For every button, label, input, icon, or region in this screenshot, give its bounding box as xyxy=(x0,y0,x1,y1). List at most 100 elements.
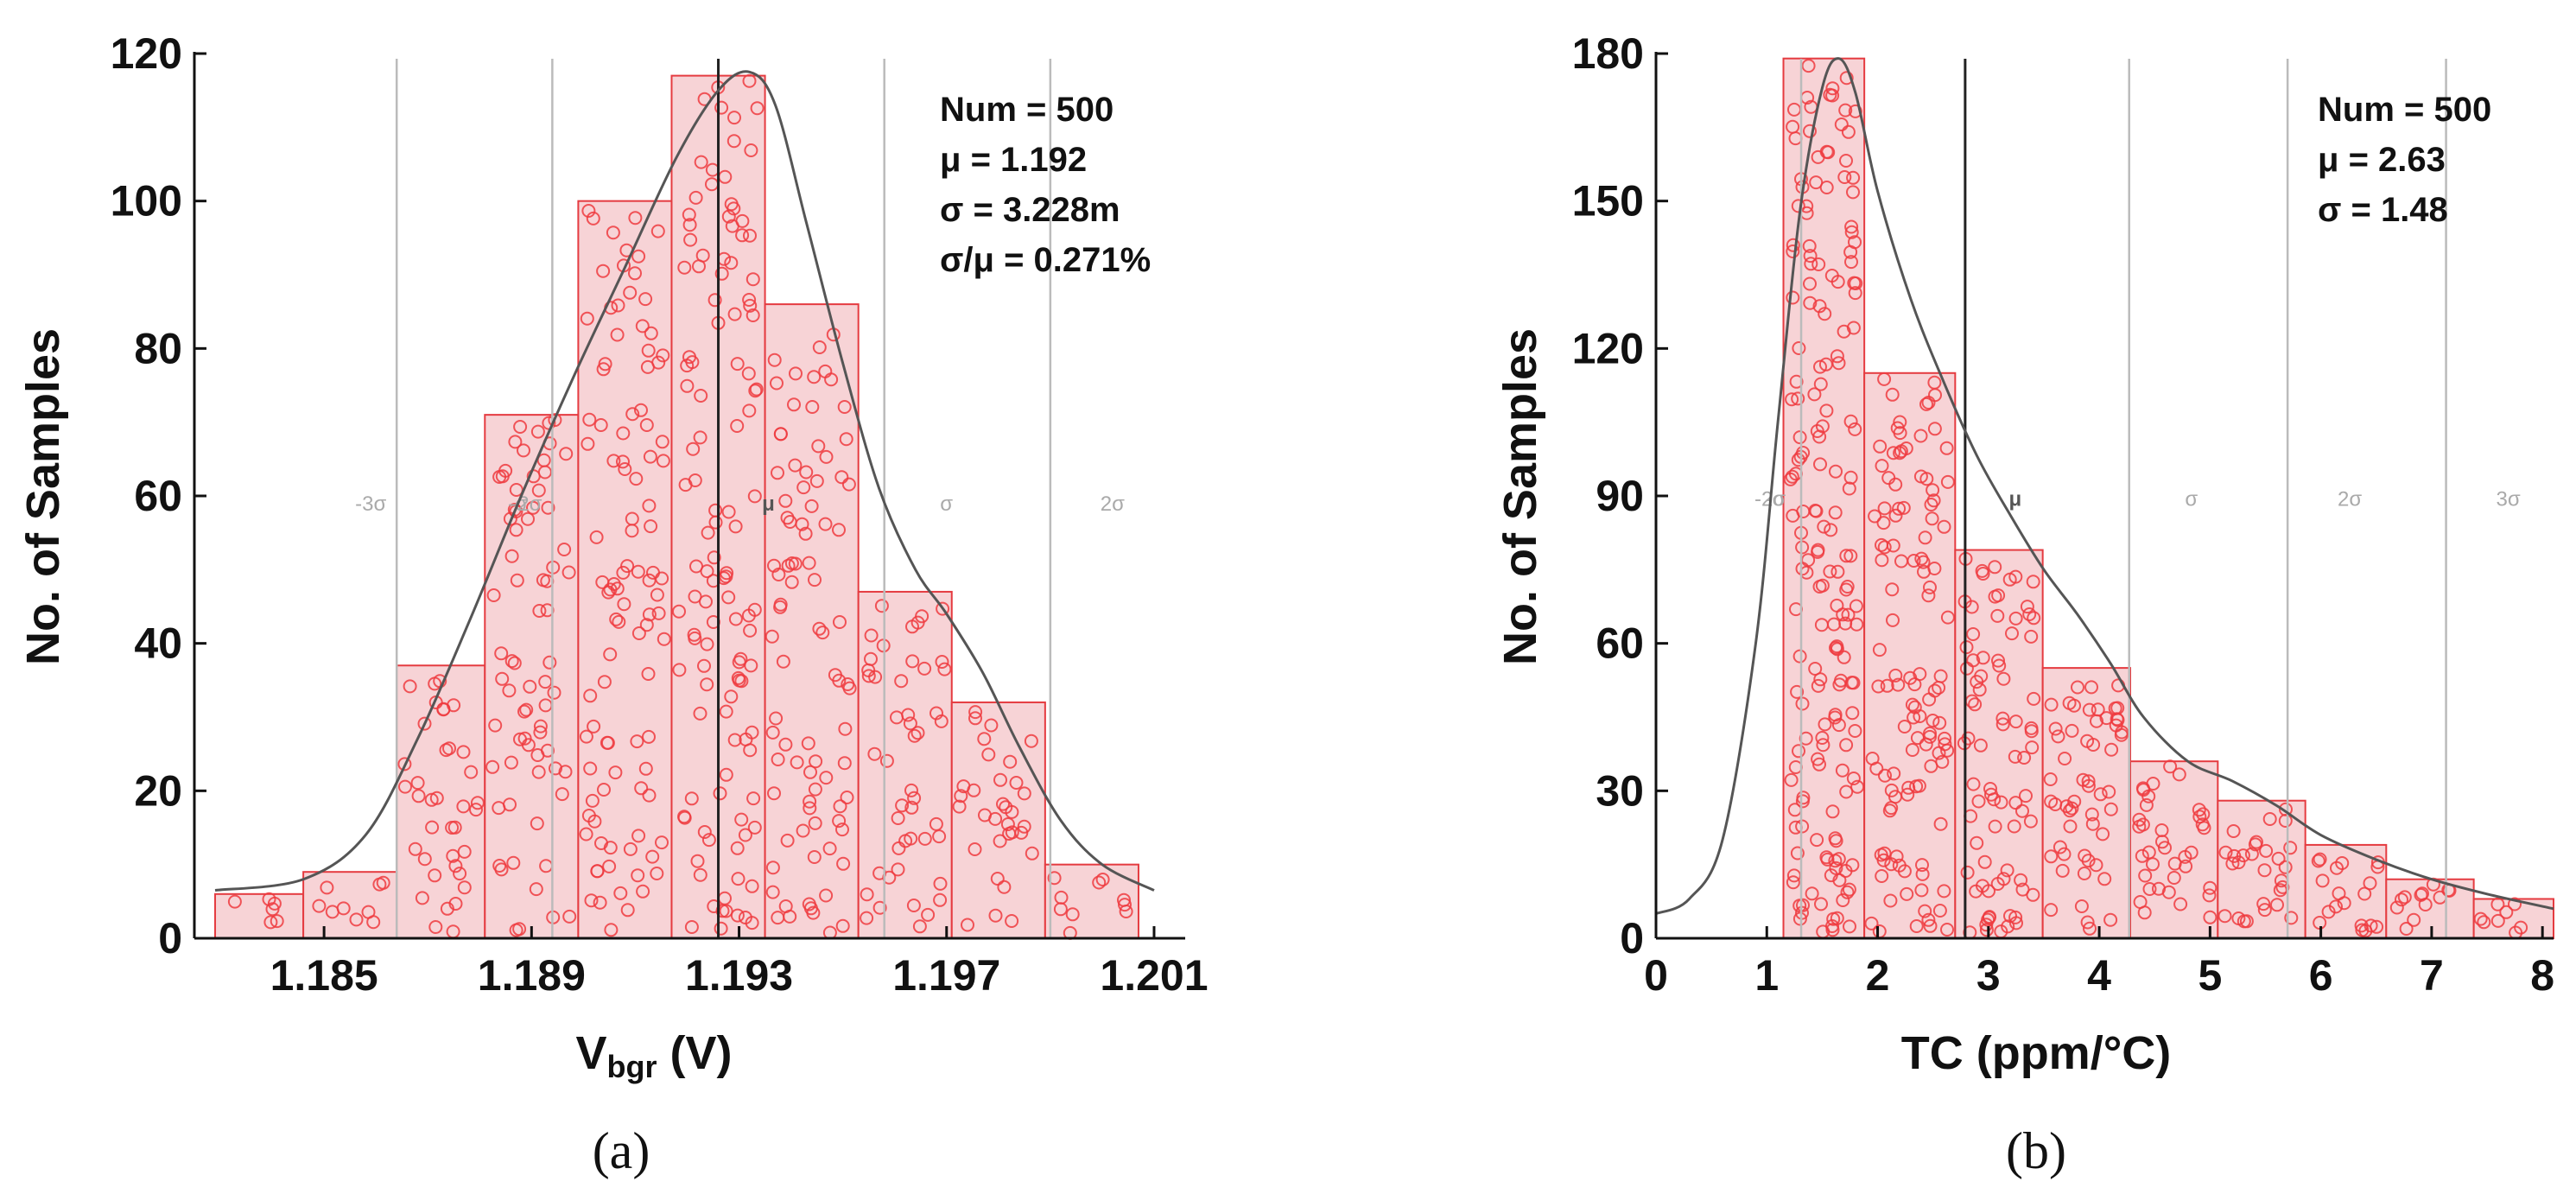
panel-a-sample-point xyxy=(744,143,758,157)
panel-b-sample-point xyxy=(1893,426,1907,441)
panel-b-sample-point xyxy=(2071,680,2084,695)
panel-a-sample-point xyxy=(586,211,600,225)
panel-b-sample-point xyxy=(1828,505,1843,520)
panel-b-sample-point xyxy=(2055,863,2070,878)
panel-a-sample-point xyxy=(408,842,422,856)
panel-b-sample-point xyxy=(1875,869,1889,883)
panel-b-sample-point xyxy=(2248,837,2262,852)
panel-b-sample-point xyxy=(2499,905,2514,919)
panel-b-sample-point xyxy=(2015,803,2029,818)
panel-a-sample-point xyxy=(742,403,757,418)
panel-b-sample-point xyxy=(1899,441,1913,455)
panel-b-sample-point xyxy=(2044,794,2059,809)
panel-a-sample-point xyxy=(730,841,745,855)
panel-b-sample-point xyxy=(2271,851,2286,866)
panel-a-sample-point xyxy=(683,232,698,247)
panel-a-sample-point xyxy=(583,689,598,703)
panel-a-x-axis-label-unit: (V) xyxy=(657,1027,733,1079)
panel-a-sample-point xyxy=(593,418,608,432)
panel-a-stat-line-2: σ = 3.228m xyxy=(940,191,1120,229)
panel-a-sample-point xyxy=(744,658,758,673)
panel-b-sample-point xyxy=(2163,759,2178,774)
panel-a-sample-point xyxy=(613,886,628,900)
panel-b-sample-point xyxy=(1846,185,1860,200)
panel-b-sample-point xyxy=(1813,672,1828,687)
panel-b-sample-point xyxy=(2167,871,2181,885)
panel-b-sample-point xyxy=(1789,374,1804,389)
panel-a-sample-point xyxy=(644,326,658,340)
panel-b-sample-point xyxy=(1792,744,1805,759)
panel-b-sample-point xyxy=(1813,377,1828,391)
panel-a-sample-point xyxy=(651,606,666,620)
panel-a-sample-point xyxy=(508,435,523,449)
panel-b-sample-point xyxy=(1841,607,1856,622)
panel-b-sample-point xyxy=(1818,307,1832,321)
panel-b-sample-point xyxy=(2008,611,2023,626)
panel-b-sample-point xyxy=(1926,714,1940,727)
panel-a-sample-point xyxy=(999,800,1013,815)
panel-b-axes: 0 30 60 90 120 150 180 0 1 2 3 4 5 6 7 8 xyxy=(1572,29,2555,1000)
panel-a-sample-point xyxy=(708,503,723,518)
panel-a-sample-point xyxy=(694,389,708,403)
panel-b-sample-point xyxy=(1808,504,1823,518)
panel-a-sample-point xyxy=(765,885,780,899)
panel-a-sample-point xyxy=(457,844,472,859)
panel-b-sample-markers xyxy=(1783,59,2528,940)
panel-a-sample-point xyxy=(734,812,749,827)
panel-b-sample-point xyxy=(2275,880,2290,894)
panel-b-sample-point xyxy=(1839,738,1854,753)
panel-b-sample-point xyxy=(1848,104,1862,118)
panel-a-sample-point xyxy=(741,366,756,381)
panel-b-sample-point xyxy=(2103,912,2118,927)
panel-b-sample-point xyxy=(2244,847,2259,861)
panel-a-sample-point xyxy=(815,626,830,640)
panel-a-sample-point xyxy=(968,842,982,856)
panel-b-sample-point xyxy=(1932,746,1946,760)
panel-a-sample-point xyxy=(907,791,922,805)
panel-b-sample-point xyxy=(2067,794,2082,809)
panel-b-x-tick-label: 7 xyxy=(2420,951,2444,1000)
panel-a-sample-point xyxy=(589,530,604,544)
panel-b-sample-point xyxy=(2311,854,2325,868)
panel-a-sample-point xyxy=(440,901,454,916)
panel-a-sample-point xyxy=(803,794,817,809)
panel-a-sample-point xyxy=(541,500,555,515)
panel-a-sample-point xyxy=(719,767,733,782)
panel-b-sample-point xyxy=(2053,840,2067,854)
panel-a-x-tick-label: 1.189 xyxy=(478,951,586,1000)
panel-a-sample-point xyxy=(617,597,631,612)
panel-a-sample-point xyxy=(504,755,518,770)
panel-b-sample-point xyxy=(1837,170,1852,184)
panel-a-sample-point xyxy=(802,897,816,911)
panel-b-sample-point xyxy=(1921,396,1936,410)
panel-b-sample-point xyxy=(1876,516,1891,530)
panel-b-sample-point xyxy=(1885,387,1900,402)
panel-a-sample-point xyxy=(557,543,572,556)
panel-a-sample-point xyxy=(628,266,642,281)
panel-a-sample-point xyxy=(513,420,528,434)
panel-a-sample-point xyxy=(981,747,996,762)
panel-a-sample-point xyxy=(725,219,739,233)
panel-b-sample-point xyxy=(2025,740,2040,755)
panel-a-sample-point xyxy=(639,418,654,432)
panel-a-sample-point xyxy=(822,842,837,856)
panel-b-x-tick-label: 4 xyxy=(2087,951,2111,1000)
panel-b-sample-point xyxy=(1883,893,1898,908)
panel-a-x-tick-label: 1.185 xyxy=(270,951,378,1000)
panel-a-sample-point xyxy=(631,249,646,264)
panel-a-sample-point xyxy=(910,726,925,740)
panel-a-kde-line xyxy=(214,70,1155,892)
panel-a-sample-point xyxy=(719,704,733,719)
panel-a-sample-point xyxy=(643,449,657,464)
panel-a-sample-point xyxy=(612,614,626,629)
panel-a-sample-point xyxy=(559,447,574,461)
panel-a-sample-point xyxy=(446,848,460,863)
panel-a-sample-point xyxy=(415,891,429,905)
panel-a-sample-point xyxy=(874,599,889,613)
panel-a-sample-point xyxy=(693,867,707,882)
panel-b-sample-point xyxy=(1990,608,2005,623)
panel-b-sample-point xyxy=(2093,787,2108,802)
panel-b-x-tick-label: 1 xyxy=(1754,951,1779,1000)
panel-b-sample-point xyxy=(1923,580,1937,594)
